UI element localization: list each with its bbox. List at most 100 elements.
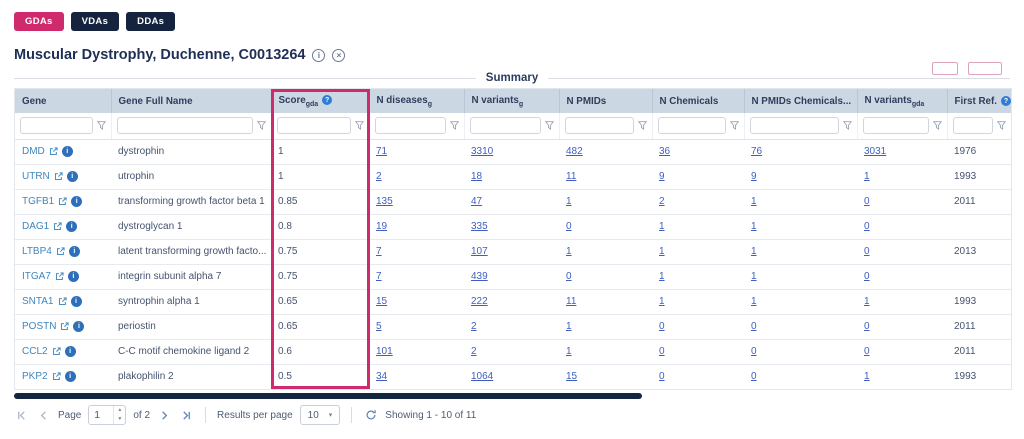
gene-info-icon[interactable]: i xyxy=(68,246,80,257)
n-variants-gda-link[interactable]: 0 xyxy=(864,321,870,332)
page-spinner[interactable]: ▲ ▼ xyxy=(113,406,125,424)
n-chemicals-link[interactable]: 1 xyxy=(659,221,665,232)
page-number-input[interactable] xyxy=(89,406,114,424)
filter-icon[interactable] xyxy=(96,121,106,131)
horizontal-scrollbar[interactable] xyxy=(14,393,1010,399)
n-pmids-chemicals-link[interactable]: 1 xyxy=(751,196,757,207)
n-pmids-link[interactable]: 1 xyxy=(566,246,572,257)
filter-input-full-name[interactable] xyxy=(116,117,253,135)
col-header-n-variants[interactable]: N variantsg xyxy=(464,89,560,113)
n-variants-gda-link[interactable]: 1 xyxy=(864,296,870,307)
gene-symbol-link[interactable]: CCL2 xyxy=(22,346,48,357)
filter-icon[interactable] xyxy=(637,121,647,131)
n-pmids-chemicals-link[interactable]: 0 xyxy=(751,321,757,332)
col-header-score-gda[interactable]: Scoregda? xyxy=(271,89,370,113)
filter-icon[interactable] xyxy=(842,121,852,131)
first-page-button[interactable] xyxy=(14,408,29,423)
n-variants-gda-link[interactable]: 3031 xyxy=(864,146,887,157)
n-variants-gda-link[interactable]: 0 xyxy=(864,196,870,207)
n-variants-link[interactable]: 2 xyxy=(471,321,477,332)
n-pmids-link[interactable]: 1 xyxy=(566,321,572,332)
n-diseases-link[interactable]: 7 xyxy=(376,246,382,257)
external-link-icon[interactable] xyxy=(56,247,65,256)
gene-symbol-link[interactable]: POSTN xyxy=(22,321,57,332)
external-link-icon[interactable] xyxy=(55,272,64,281)
col-header-gene[interactable]: Gene xyxy=(15,89,112,113)
filter-input-n-variants[interactable] xyxy=(469,117,541,135)
filter-input-first-ref[interactable] xyxy=(952,117,993,135)
external-link-icon[interactable] xyxy=(53,222,62,231)
n-variants-link[interactable]: 439 xyxy=(471,271,488,282)
gene-info-icon[interactable]: i xyxy=(64,346,76,357)
prev-page-button[interactable] xyxy=(36,408,51,423)
col-header-n-pmids-chemicals[interactable]: N PMIDs Chemicals... xyxy=(744,89,858,113)
n-diseases-link[interactable]: 71 xyxy=(376,146,388,157)
filter-icon[interactable] xyxy=(256,121,266,131)
filter-icon[interactable] xyxy=(544,121,554,131)
results-per-page-select[interactable]: 10 ▾ xyxy=(299,405,341,425)
n-chemicals-link[interactable]: 1 xyxy=(659,296,665,307)
n-variants-gda-link[interactable]: 1 xyxy=(864,371,870,383)
n-pmids-link[interactable]: 0 xyxy=(566,271,572,282)
n-variants-gda-link[interactable]: 0 xyxy=(864,246,870,257)
n-pmids-link[interactable]: 15 xyxy=(566,371,578,383)
n-variants-link[interactable]: 1064 xyxy=(471,371,494,383)
external-link-icon[interactable] xyxy=(54,172,63,181)
n-pmids-chemicals-link[interactable]: 1 xyxy=(751,296,757,307)
external-link-icon[interactable] xyxy=(60,322,70,331)
n-chemicals-link[interactable]: 36 xyxy=(659,146,671,157)
gene-symbol-link[interactable]: SNTA1 xyxy=(22,296,54,307)
external-link-icon[interactable] xyxy=(58,297,67,306)
n-pmids-link[interactable]: 11 xyxy=(566,296,577,307)
n-variants-link[interactable]: 222 xyxy=(471,296,488,307)
gene-info-icon[interactable]: i xyxy=(67,271,79,282)
filter-icon[interactable] xyxy=(729,121,739,131)
n-pmids-link[interactable]: 1 xyxy=(566,346,572,357)
gene-symbol-link[interactable]: TGFB1 xyxy=(22,196,55,207)
n-diseases-link[interactable]: 34 xyxy=(376,371,388,383)
gene-symbol-link[interactable]: LTBP4 xyxy=(22,246,52,257)
toolbar-button-2[interactable] xyxy=(968,62,1002,75)
filter-icon[interactable] xyxy=(354,121,364,131)
spinner-up-icon[interactable]: ▲ xyxy=(117,407,123,413)
col-header-n-pmids[interactable]: N PMIDs xyxy=(559,89,653,113)
n-diseases-link[interactable]: 101 xyxy=(376,346,393,357)
next-page-button[interactable] xyxy=(157,408,172,423)
n-diseases-link[interactable]: 19 xyxy=(376,221,388,232)
n-pmids-chemicals-link[interactable]: 9 xyxy=(751,171,757,182)
gene-info-icon[interactable]: i xyxy=(66,221,78,232)
n-variants-gda-link[interactable]: 1 xyxy=(864,171,870,182)
gene-info-icon[interactable]: i xyxy=(66,171,78,182)
n-variants-link[interactable]: 107 xyxy=(471,246,488,257)
col-header-first-ref[interactable]: First Ref.? xyxy=(947,89,1011,113)
n-chemicals-link[interactable]: 1 xyxy=(659,246,665,257)
score-help-icon[interactable]: ? xyxy=(322,95,333,106)
filter-icon[interactable] xyxy=(932,121,942,131)
filter-input-gene[interactable] xyxy=(20,117,93,135)
n-variants-link[interactable]: 18 xyxy=(471,171,483,182)
dismiss-icon[interactable]: × xyxy=(332,48,346,62)
n-pmids-chemicals-link[interactable]: 76 xyxy=(751,146,763,157)
n-diseases-link[interactable]: 135 xyxy=(376,196,393,207)
last-page-button[interactable] xyxy=(179,408,194,423)
filter-input-n-pmids-chemicals[interactable] xyxy=(749,117,839,135)
n-pmids-chemicals-link[interactable]: 0 xyxy=(751,371,757,383)
gene-symbol-link[interactable]: DMD xyxy=(22,146,45,157)
n-chemicals-link[interactable]: 0 xyxy=(659,321,665,332)
gene-info-icon[interactable]: i xyxy=(73,321,85,332)
first-ref-help-icon[interactable]: ? xyxy=(1000,96,1011,106)
n-variants-link[interactable]: 47 xyxy=(471,196,483,207)
external-link-icon[interactable] xyxy=(49,147,58,156)
filter-input-n-diseases[interactable] xyxy=(374,117,446,135)
n-variants-link[interactable]: 335 xyxy=(471,221,488,232)
n-diseases-link[interactable]: 15 xyxy=(376,296,388,307)
filter-icon[interactable] xyxy=(449,121,459,131)
n-chemicals-link[interactable]: 2 xyxy=(659,196,665,207)
filter-input-n-variants-gda[interactable] xyxy=(862,117,929,135)
gene-info-icon[interactable]: i xyxy=(71,196,83,207)
n-chemicals-link[interactable]: 0 xyxy=(659,371,665,383)
n-diseases-link[interactable]: 7 xyxy=(376,271,382,282)
n-pmids-link[interactable]: 482 xyxy=(566,146,583,157)
tab-gdas[interactable]: GDAs xyxy=(14,12,64,31)
filter-input-score[interactable] xyxy=(276,117,351,135)
